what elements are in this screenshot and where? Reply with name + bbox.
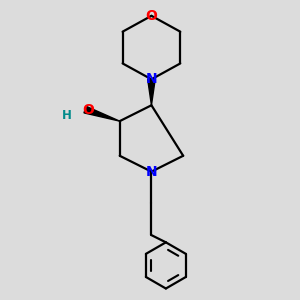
Text: N: N xyxy=(146,165,157,178)
Text: H: H xyxy=(61,109,71,122)
Polygon shape xyxy=(84,106,120,121)
Polygon shape xyxy=(148,79,155,105)
Text: O: O xyxy=(146,9,158,23)
Text: N: N xyxy=(146,72,157,86)
Text: O: O xyxy=(82,103,94,117)
